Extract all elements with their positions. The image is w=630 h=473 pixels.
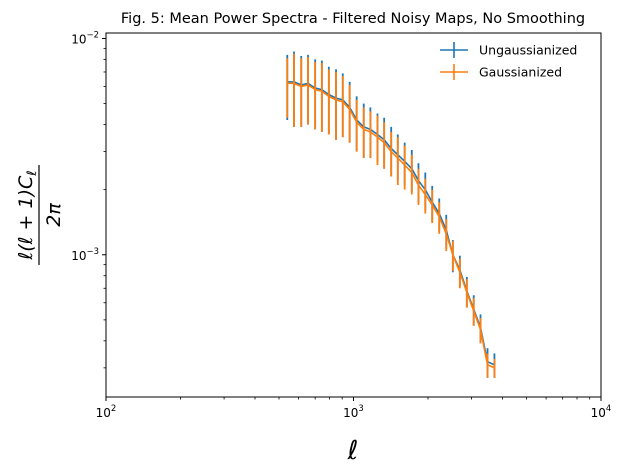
y-axis-label-denominator: 2π [43,203,65,227]
axis-ticks: 102 103 104 10−3 10−2 [71,30,611,420]
y-tick-label: 10−3 [71,247,99,263]
x-axis-label-text: ℓ [347,436,359,466]
y-tick-label: 10−2 [71,30,99,46]
x-tick-label: 104 [591,404,612,420]
x-axis-label: ℓ [347,436,359,466]
series-gaussianized [286,53,496,378]
plot-frame [105,32,602,398]
y-axis-label: ℓ(ℓ + 1)Cℓ 2π [15,165,65,265]
x-tick-label: 103 [343,404,364,420]
legend: Ungaussianized Gaussianized [440,42,577,80]
series-line [287,82,495,369]
plot-area [286,51,496,378]
legend-label: Gaussianized [479,65,562,80]
legend-label: Ungaussianized [479,43,577,58]
chart-title: Fig. 5: Mean Power Spectra - Filtered No… [121,11,585,27]
y-axis-label-numerator: ℓ(ℓ + 1)Cℓ [15,170,40,260]
x-tick-label: 102 [96,404,117,420]
